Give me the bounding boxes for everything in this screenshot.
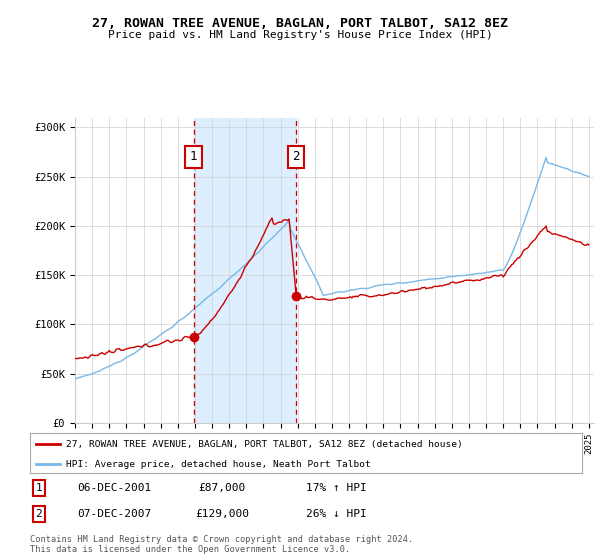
- Text: Contains HM Land Registry data © Crown copyright and database right 2024.
This d: Contains HM Land Registry data © Crown c…: [30, 535, 413, 554]
- Text: 27, ROWAN TREE AVENUE, BAGLAN, PORT TALBOT, SA12 8EZ: 27, ROWAN TREE AVENUE, BAGLAN, PORT TALB…: [92, 17, 508, 30]
- Text: 06-DEC-2001: 06-DEC-2001: [77, 483, 151, 493]
- Text: 1: 1: [35, 483, 43, 493]
- Text: 2: 2: [293, 151, 300, 164]
- Text: 2: 2: [35, 509, 43, 519]
- Text: HPI: Average price, detached house, Neath Port Talbot: HPI: Average price, detached house, Neat…: [66, 460, 371, 469]
- Text: £87,000: £87,000: [199, 483, 245, 493]
- Text: Price paid vs. HM Land Registry's House Price Index (HPI): Price paid vs. HM Land Registry's House …: [107, 30, 493, 40]
- Text: 17% ↑ HPI: 17% ↑ HPI: [305, 483, 367, 493]
- Text: 26% ↓ HPI: 26% ↓ HPI: [305, 509, 367, 519]
- Text: 1: 1: [190, 151, 197, 164]
- Text: 27, ROWAN TREE AVENUE, BAGLAN, PORT TALBOT, SA12 8EZ (detached house): 27, ROWAN TREE AVENUE, BAGLAN, PORT TALB…: [66, 440, 463, 449]
- Text: 07-DEC-2007: 07-DEC-2007: [77, 509, 151, 519]
- Bar: [194, 118, 296, 423]
- Text: £129,000: £129,000: [195, 509, 249, 519]
